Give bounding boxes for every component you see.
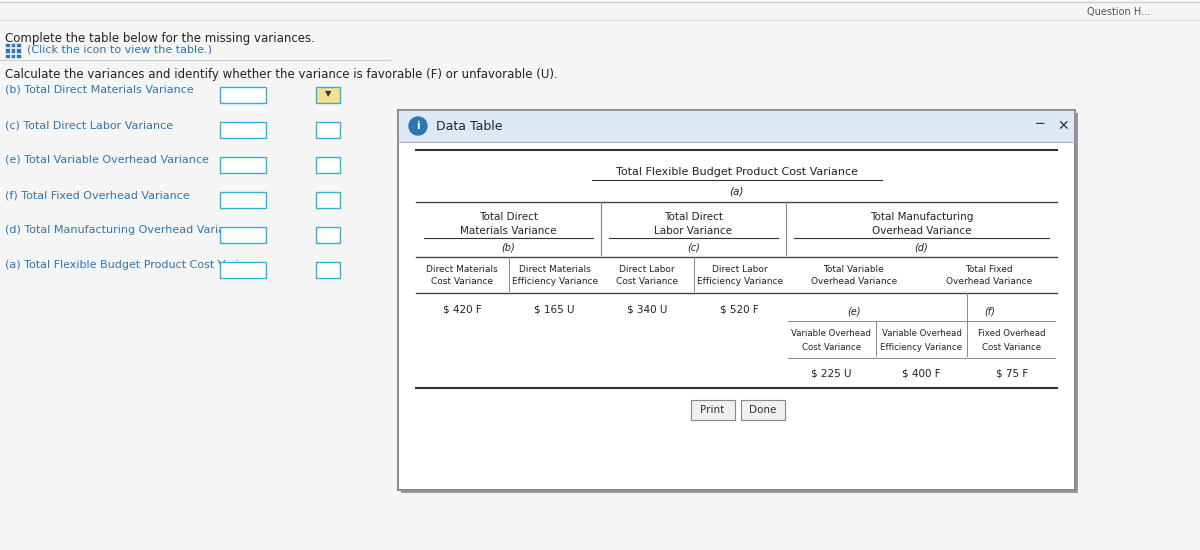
Bar (5, 53, 10, 58)
Text: Overhead Variance: Overhead Variance (946, 278, 1032, 287)
Bar (398, 110, 1075, 142)
Text: $ 420 F: $ 420 F (443, 304, 481, 314)
Text: $ 520 F: $ 520 F (720, 304, 760, 314)
Text: Overhead Variance: Overhead Variance (871, 226, 971, 236)
Text: Question H...: Question H... (1087, 7, 1150, 17)
Text: $ 400 F: $ 400 F (902, 369, 941, 379)
Text: Complete the table below for the missing variances.: Complete the table below for the missing… (5, 32, 314, 45)
Bar (11, 48, 14, 52)
Text: Overhead Variance: Overhead Variance (811, 278, 896, 287)
Bar (11, 53, 14, 58)
Bar (11, 42, 14, 47)
Text: Total Manufacturing: Total Manufacturing (870, 212, 973, 222)
Bar (316, 192, 340, 208)
Bar (16, 48, 20, 52)
Bar (316, 122, 340, 138)
Bar (220, 87, 266, 103)
Text: Efficiency Variance: Efficiency Variance (881, 343, 962, 351)
Text: Cost Variance: Cost Variance (983, 343, 1042, 351)
Bar (220, 157, 266, 173)
Text: Data Table: Data Table (436, 119, 503, 133)
Text: (a) Total Flexible Budget Product Cost Variance: (a) Total Flexible Budget Product Cost V… (5, 260, 266, 270)
Text: $ 165 U: $ 165 U (534, 304, 575, 314)
Bar (220, 262, 266, 278)
Text: (d) Total Manufacturing Overhead Variance: (d) Total Manufacturing Overhead Varianc… (5, 225, 245, 235)
Bar (690, 400, 734, 420)
Text: $ 75 F: $ 75 F (996, 369, 1028, 379)
Circle shape (409, 117, 427, 135)
Text: Efficiency Variance: Efficiency Variance (697, 278, 782, 287)
Text: (a): (a) (730, 187, 744, 197)
Text: (b) Total Direct Materials Variance: (b) Total Direct Materials Variance (5, 85, 193, 95)
Text: ▼: ▼ (325, 90, 331, 98)
Text: (c) Total Direct Labor Variance: (c) Total Direct Labor Variance (5, 120, 173, 130)
Text: Variable Overhead: Variable Overhead (791, 329, 871, 338)
Text: Direct Labor: Direct Labor (712, 265, 768, 273)
Bar (220, 122, 266, 138)
Text: Direct Materials: Direct Materials (518, 265, 590, 273)
Text: Cost Variance: Cost Variance (802, 343, 860, 351)
Text: Total Direct: Total Direct (664, 212, 722, 222)
Text: Total Flexible Budget Product Cost Variance: Total Flexible Budget Product Cost Varia… (616, 167, 858, 177)
Text: $ 340 U: $ 340 U (628, 304, 667, 314)
Bar (740, 400, 785, 420)
Bar (16, 42, 20, 47)
Text: (f): (f) (984, 306, 995, 316)
Text: Done: Done (749, 405, 776, 415)
Bar (316, 227, 340, 243)
Text: Materials Variance: Materials Variance (461, 226, 557, 236)
Text: Cost Variance: Cost Variance (431, 278, 493, 287)
Text: Print: Print (701, 405, 725, 415)
Text: (d): (d) (914, 242, 929, 252)
Text: Total Fixed: Total Fixed (966, 265, 1013, 273)
Bar (220, 227, 266, 243)
Bar (316, 157, 340, 173)
Text: Total Variable: Total Variable (823, 265, 884, 273)
Text: Calculate the variances and identify whether the variance is favorable (F) or un: Calculate the variances and identify whe… (5, 68, 558, 81)
Text: Direct Materials: Direct Materials (426, 265, 498, 273)
Bar (220, 192, 266, 208)
Bar (5, 42, 10, 47)
Bar (316, 262, 340, 278)
Text: (e) Total Variable Overhead Variance: (e) Total Variable Overhead Variance (5, 155, 209, 165)
Text: (b): (b) (502, 242, 515, 252)
Text: ✕: ✕ (1057, 119, 1069, 133)
Text: (f) Total Fixed Overhead Variance: (f) Total Fixed Overhead Variance (5, 190, 190, 200)
Bar (16, 53, 20, 58)
Text: ─: ─ (1034, 117, 1043, 131)
Text: $ 225 U: $ 225 U (811, 369, 852, 379)
Bar (398, 110, 1075, 490)
Text: i: i (416, 121, 420, 131)
Text: Direct Labor: Direct Labor (619, 265, 676, 273)
Bar (401, 113, 1078, 493)
Text: Labor Variance: Labor Variance (654, 226, 732, 236)
Text: Cost Variance: Cost Variance (617, 278, 678, 287)
Text: Variable Overhead: Variable Overhead (882, 329, 961, 338)
Text: (Click the icon to view the table.): (Click the icon to view the table.) (28, 45, 212, 55)
Text: Fixed Overhead: Fixed Overhead (978, 329, 1045, 338)
Text: Total Direct: Total Direct (479, 212, 538, 222)
Text: Efficiency Variance: Efficiency Variance (511, 278, 598, 287)
Text: (e): (e) (847, 306, 860, 316)
Bar (316, 87, 340, 103)
Bar (5, 48, 10, 52)
Text: (c): (c) (688, 242, 700, 252)
